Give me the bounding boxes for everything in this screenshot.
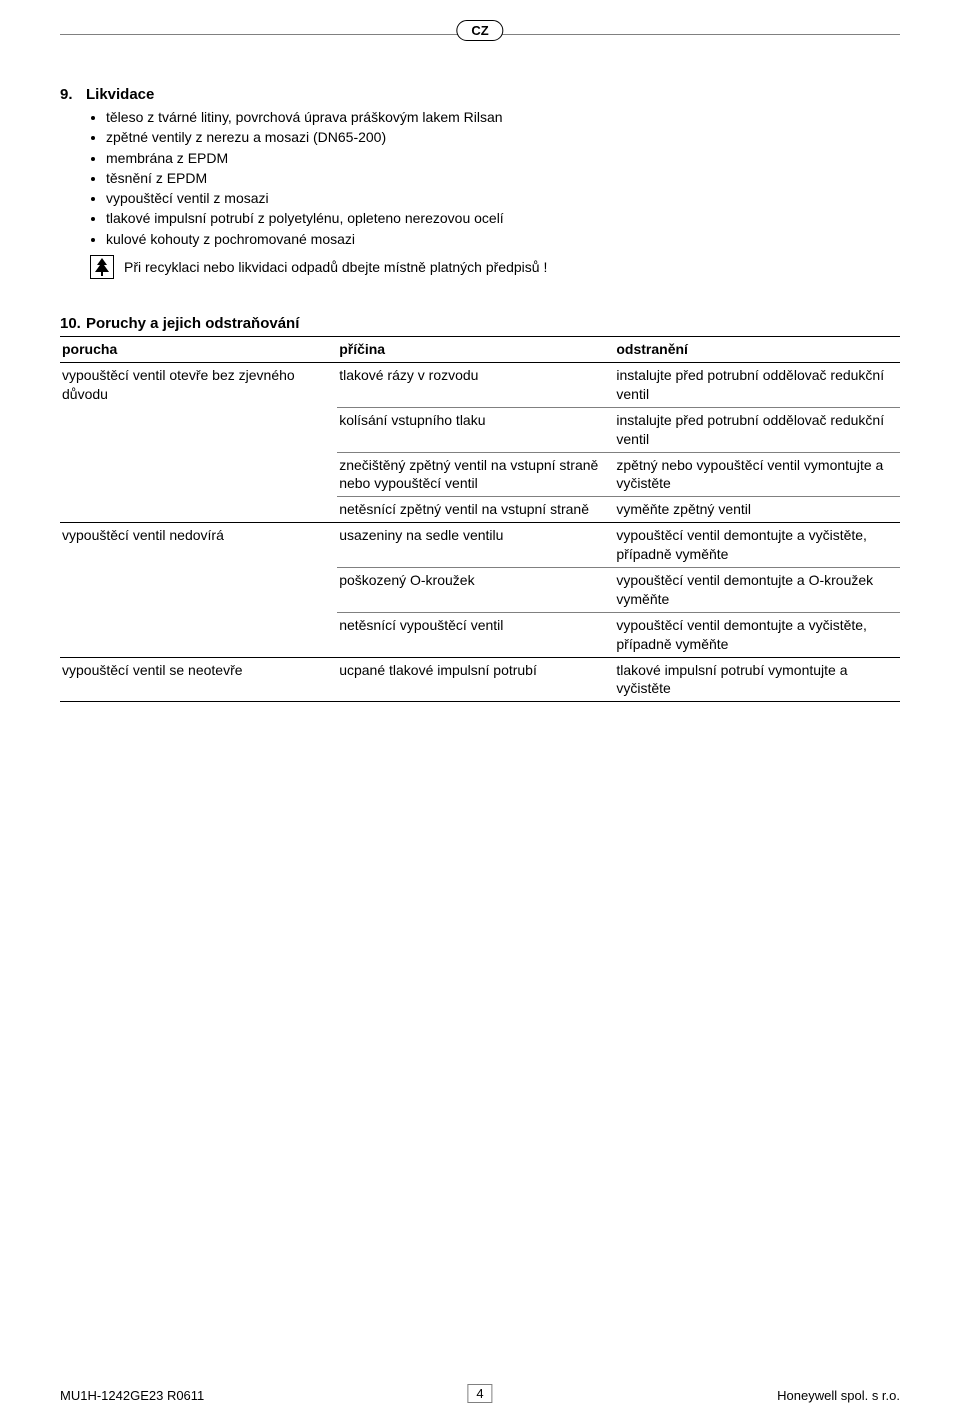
list-item: membrána z EPDM: [106, 148, 900, 168]
table-row: vypouštěcí ventil otevře bez zjevného dů…: [60, 362, 900, 407]
lang-badge: CZ: [456, 20, 503, 41]
troubleshoot-table: porucha příčina odstranění vypouštěcí ve…: [60, 336, 900, 702]
list-item: kulové kohouty z pochromované mosazi: [106, 229, 900, 249]
section10-number: 10.: [60, 315, 86, 332]
list-item: tlakové impulsní potrubí z polyetylénu, …: [106, 208, 900, 228]
cause-cell: netěsnící zpětný ventil na vstupní stran…: [337, 497, 614, 523]
table-header-row: porucha příčina odstranění: [60, 337, 900, 363]
section9-number: 9.: [60, 86, 86, 103]
recycle-tree-icon: [90, 255, 114, 279]
page-header: CZ: [60, 20, 900, 50]
page: CZ 9.Likvidace těleso z tvárné litiny, p…: [0, 0, 960, 1427]
section9-title: Likvidace: [86, 86, 154, 103]
problem-cell: vypouštěcí ventil otevře bez zjevného dů…: [60, 362, 337, 522]
remedy-cell: instalujte před potrubní oddělovač reduk…: [614, 407, 900, 452]
section10-heading: 10.Poruchy a jejich odstraňování: [60, 315, 900, 332]
col-header-remedy: odstranění: [614, 337, 900, 363]
list-item: těsnění z EPDM: [106, 168, 900, 188]
cause-cell: usazeniny na sedle ventilu: [337, 523, 614, 568]
cause-cell: netěsnící vypouštěcí ventil: [337, 612, 614, 657]
cause-cell: poškozený O-kroužek: [337, 567, 614, 612]
list-item: zpětné ventily z nerezu a mosazi (DN65-2…: [106, 127, 900, 147]
footer-page-number: 4: [467, 1384, 492, 1403]
col-header-cause: příčina: [337, 337, 614, 363]
remedy-cell: vyměňte zpětný ventil: [614, 497, 900, 523]
footer-company: Honeywell spol. s r.o.: [777, 1388, 900, 1403]
list-item: těleso z tvárné litiny, povrchová úprava…: [106, 107, 900, 127]
cause-cell: kolísání vstupního tlaku: [337, 407, 614, 452]
recycle-note-text: Při recyklaci nebo likvidaci odpadů dbej…: [124, 258, 547, 277]
section9-heading: 9.Likvidace: [60, 86, 900, 103]
table-row: vypouštěcí ventil se neotevře ucpané tla…: [60, 657, 900, 702]
problem-cell: vypouštěcí ventil se neotevře: [60, 657, 337, 702]
cause-cell: tlakové rázy v rozvodu: [337, 362, 614, 407]
footer-doc-id: MU1H-1242GE23 R0611: [60, 1388, 204, 1403]
remedy-cell: zpětný nebo vypouštěcí ventil vymontujte…: [614, 452, 900, 497]
page-footer: MU1H-1242GE23 R0611 4 Honeywell spol. s …: [60, 1388, 900, 1403]
cause-cell: znečištěný zpětný ventil na vstupní stra…: [337, 452, 614, 497]
remedy-cell: instalujte před potrubní oddělovač reduk…: [614, 362, 900, 407]
troubleshoot-tbody: vypouštěcí ventil otevře bez zjevného dů…: [60, 362, 900, 701]
cause-cell: ucpané tlakové impulsní potrubí: [337, 657, 614, 702]
list-item: vypouštěcí ventil z mosazi: [106, 188, 900, 208]
remedy-cell: vypouštěcí ventil demontujte a vyčistěte…: [614, 612, 900, 657]
remedy-cell: tlakové impulsní potrubí vymontujte a vy…: [614, 657, 900, 702]
remedy-cell: vypouštěcí ventil demontujte a vyčistěte…: [614, 523, 900, 568]
recycle-note: Při recyklaci nebo likvidaci odpadů dbej…: [90, 255, 900, 279]
problem-cell: vypouštěcí ventil nedovírá: [60, 523, 337, 657]
col-header-problem: porucha: [60, 337, 337, 363]
remedy-cell: vypouštěcí ventil demontujte a O-kroužek…: [614, 567, 900, 612]
section10-title: Poruchy a jejich odstraňování: [86, 315, 299, 332]
section9-bullet-list: těleso z tvárné litiny, povrchová úprava…: [86, 107, 900, 249]
table-row: vypouštěcí ventil nedovírá usazeniny na …: [60, 523, 900, 568]
